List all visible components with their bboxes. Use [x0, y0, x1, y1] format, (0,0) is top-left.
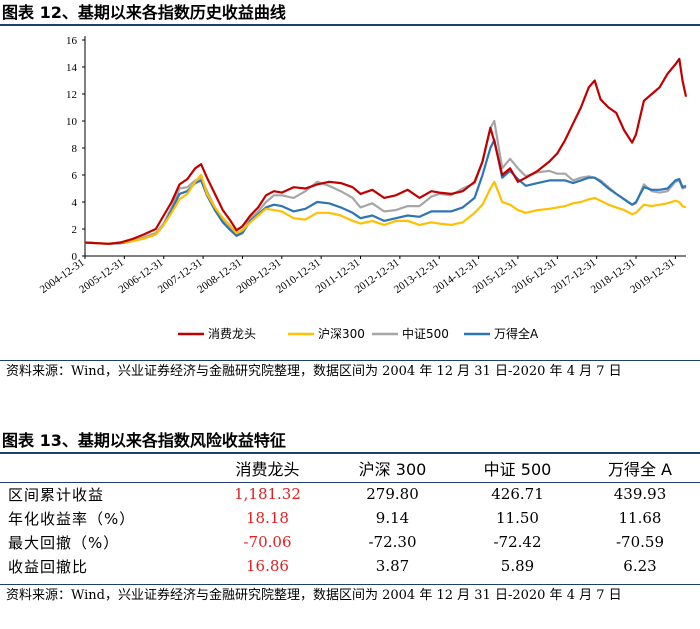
y-tick-label: 0 [72, 251, 78, 263]
table-cell: 439.93 [613, 485, 667, 504]
table-cell: 1,181.32 [234, 485, 301, 504]
x-axis-labels: 2004-12-312005-12-312006-12-312007-12-31… [38, 257, 677, 296]
figure-13-source: 资料来源：Wind，兴业证券经济与金融研究院整理，数据区间为 2004 年 12… [0, 584, 700, 607]
row-label: 年化收益率（%） [8, 509, 136, 528]
y-tick-label: 16 [66, 35, 78, 47]
table-cell: 16.86 [246, 557, 289, 575]
table-row: 收益回撤比 16.86 3.87 5.89 6.23 [0, 554, 700, 578]
legend-label-0: 消费龙头 [208, 327, 256, 341]
series-line-1 [84, 173, 687, 245]
row-label: 最大回撤（%） [8, 533, 120, 552]
figure-13-title: 图表 13、基期以来各指数风险收益特征 [0, 428, 700, 454]
y-tick-label: 10 [66, 116, 78, 128]
table-header-zz500: 中证 500 [483, 460, 552, 480]
y-tick-label: 8 [72, 143, 78, 155]
table-header-wind-a: 万得全 A [607, 460, 673, 480]
table-header-consumer: 消费龙头 [235, 460, 300, 480]
table-row: 最大回撤（%） -70.06 -72.30 -72.42 -70.59 [0, 530, 700, 554]
figure-12-title: 图表 12、基期以来各指数历史收益曲线 [0, 0, 700, 26]
table-cell: 18.18 [246, 509, 289, 527]
table-cell: -70.06 [243, 533, 292, 551]
history-return-chart: 0 2 4 6 8 10 12 14 16 2004-12-312005-12-312006-1… [38, 35, 688, 341]
table-cell: 11.50 [496, 509, 539, 527]
table-cell: 11.68 [618, 509, 662, 527]
series-line-0 [84, 57, 688, 245]
table-cell: -72.30 [368, 533, 417, 551]
table-cell: -70.59 [615, 533, 664, 551]
y-tick-label: 2 [72, 224, 78, 236]
table-cell: -72.42 [493, 533, 542, 551]
table-header-hs300: 沪深 300 [358, 460, 427, 480]
y-tick-label: 4 [72, 197, 78, 209]
table-cell: 6.23 [623, 557, 657, 575]
y-axis-labels: 0 2 4 6 8 10 12 14 16 [66, 35, 78, 263]
series-line-3 [84, 138, 687, 245]
series-lines [84, 57, 688, 245]
row-label: 收益回撤比 [8, 557, 89, 576]
y-tick-label: 6 [72, 170, 78, 182]
legend-label-2: 中证500 [402, 326, 449, 341]
chart-axes [82, 36, 686, 259]
legend-label-1: 沪深300 [318, 327, 365, 341]
chart-legend: 消费龙头 沪深300 中证500 万得全A [178, 326, 539, 341]
table-header-row: 消费龙头 沪深 300 中证 500 万得全 A [0, 455, 700, 482]
table-cell: 426.71 [491, 485, 544, 504]
row-label: 区间累计收益 [8, 485, 105, 504]
table-cell: 9.14 [375, 509, 410, 527]
x-tick-label: 2019-12-31 [628, 257, 677, 296]
table-header-blank [0, 455, 205, 482]
figure-12-source: 资料来源：Wind，兴业证券经济与金融研究院整理，数据区间为 2004 年 12… [0, 360, 700, 383]
table-cell: 3.87 [375, 557, 410, 575]
y-tick-label: 14 [66, 62, 78, 74]
legend-label-3: 万得全A [494, 326, 539, 341]
y-tick-label: 12 [66, 89, 77, 101]
risk-return-table: 消费龙头 沪深 300 中证 500 万得全 A 区间累计收益 1,181.32… [0, 455, 700, 578]
table-row: 年化收益率（%） 18.18 9.14 11.50 11.68 [0, 506, 700, 530]
table-cell: 5.89 [500, 557, 535, 575]
table-row: 区间累计收益 1,181.32 279.80 426.71 439.93 [0, 482, 700, 506]
table-cell: 279.80 [366, 485, 419, 504]
